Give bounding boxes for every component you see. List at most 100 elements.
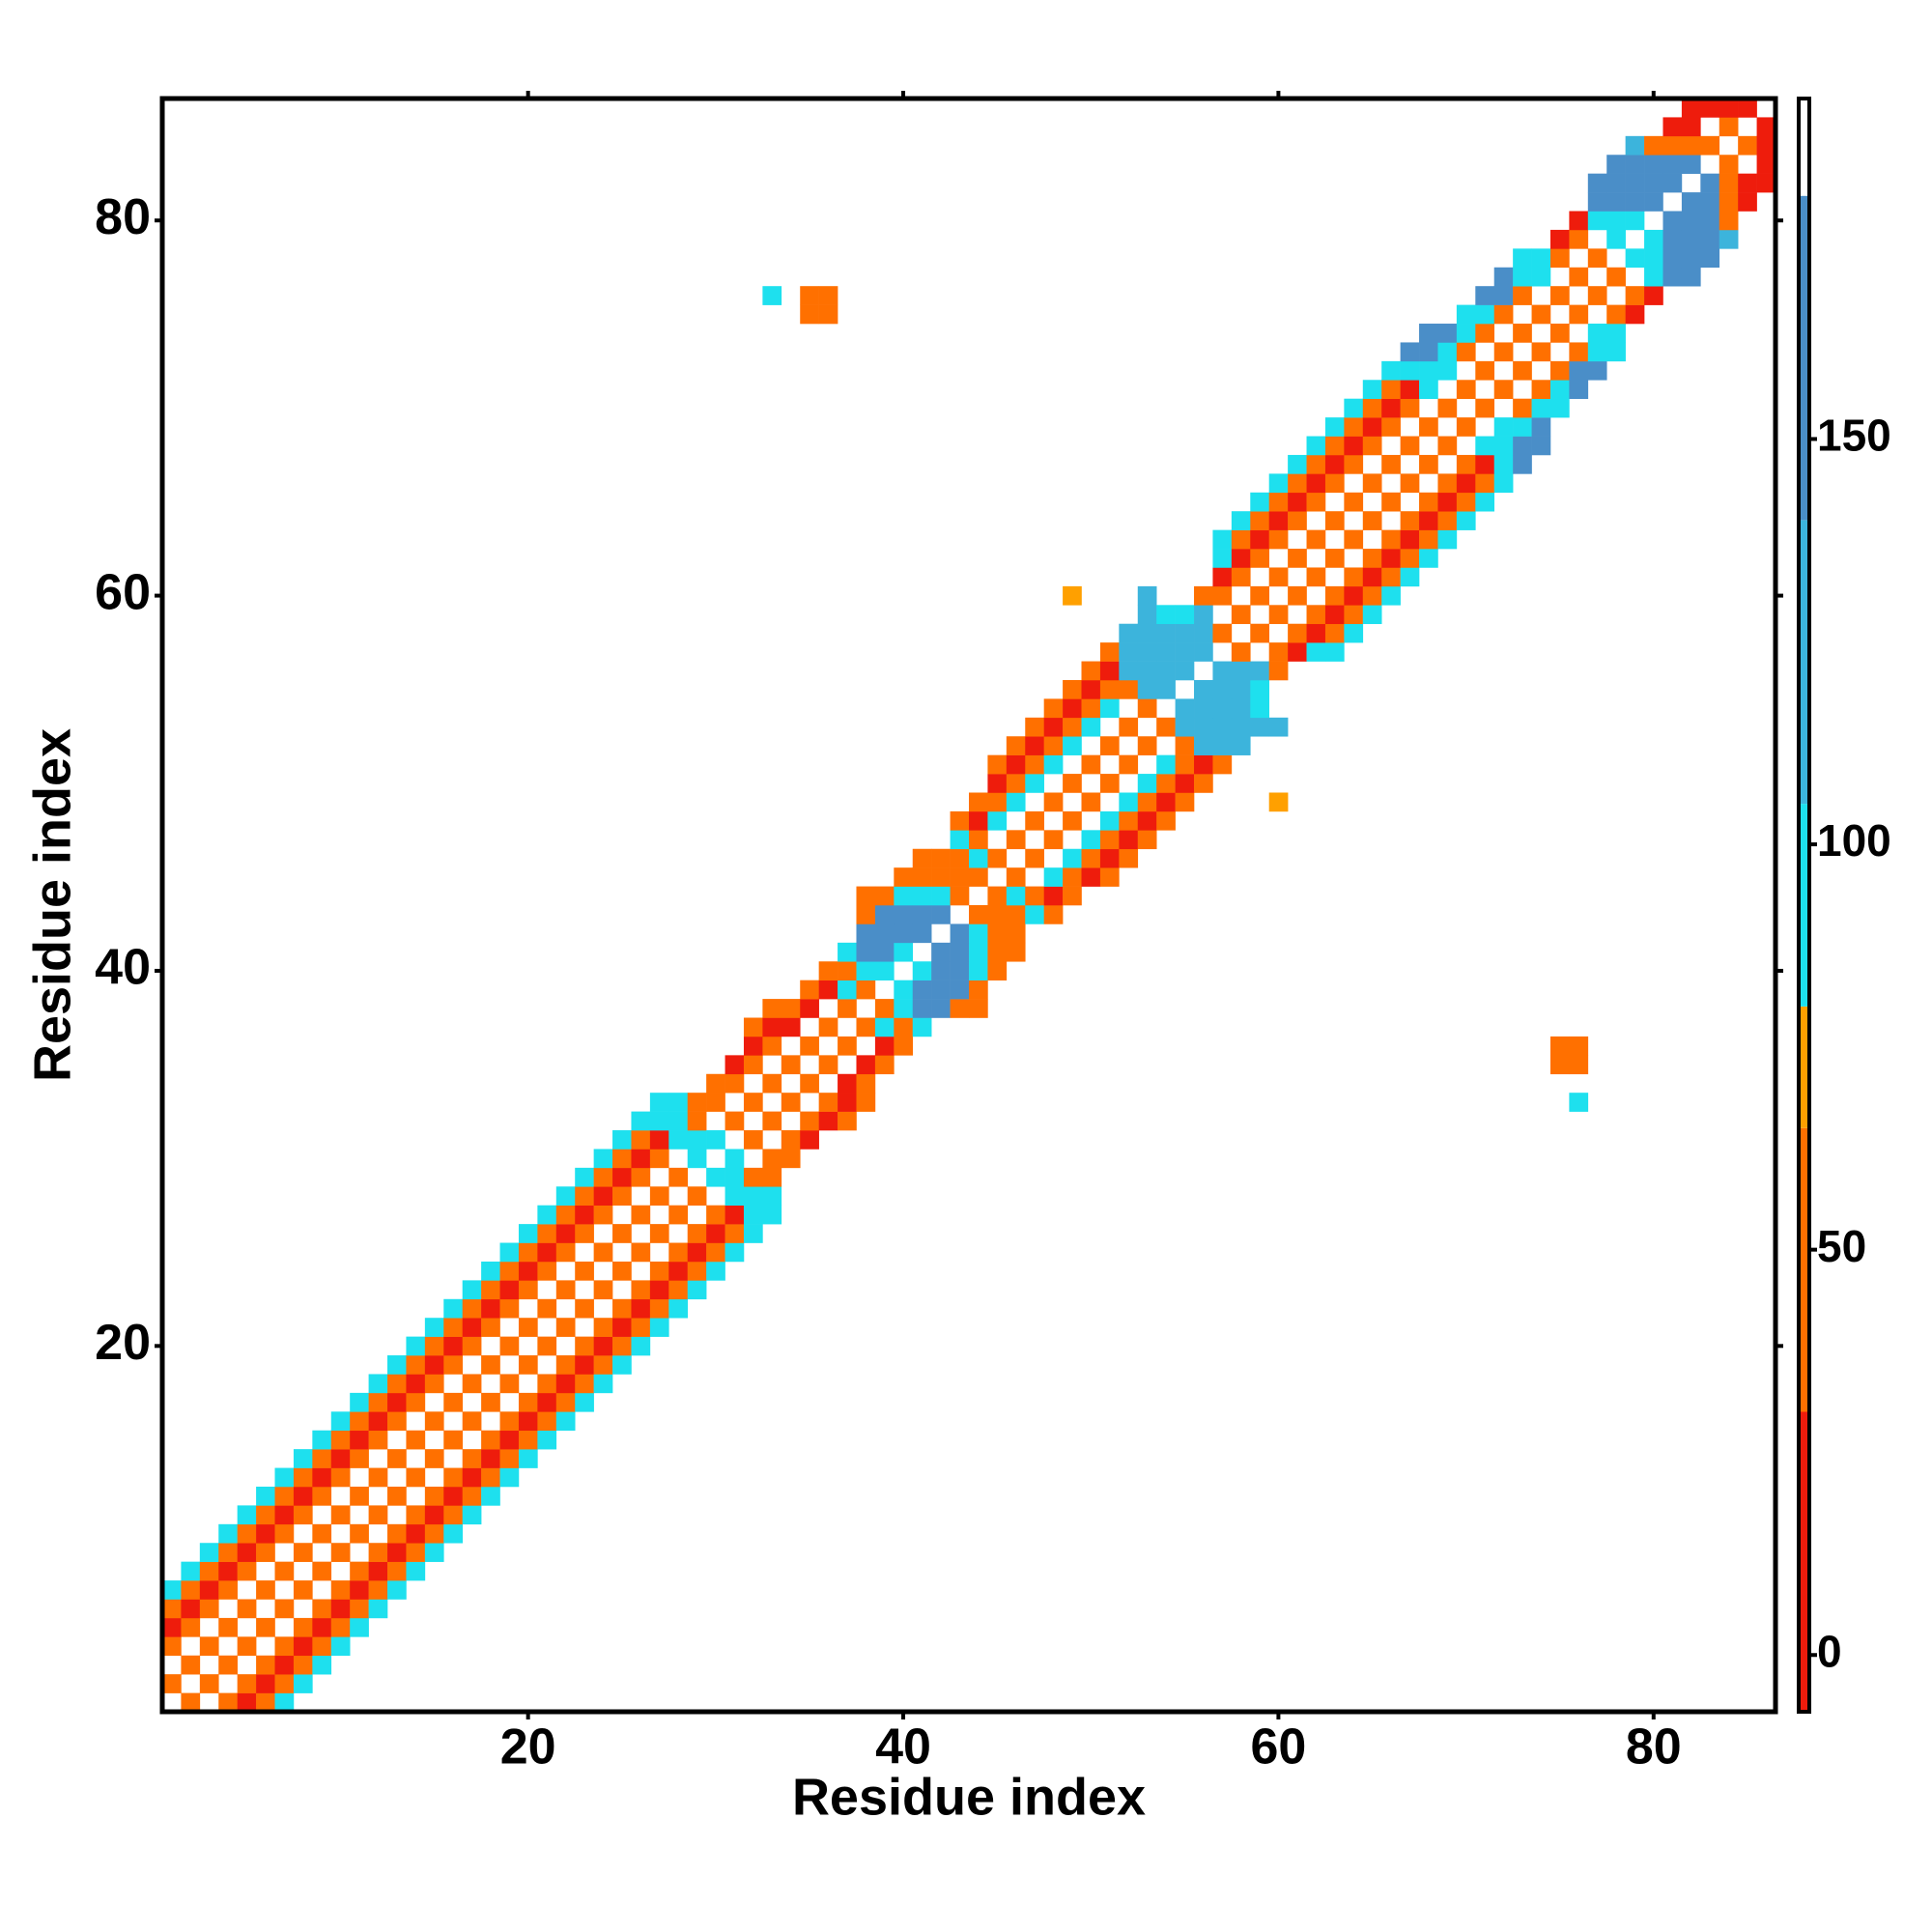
heatmap-cell [1606,192,1626,212]
heatmap-cell [181,1692,201,1713]
heatmap-cell [1475,286,1495,305]
heatmap-cell [1606,342,1626,362]
heatmap-cell [481,1467,500,1488]
heatmap-cell [931,905,951,924]
heatmap-cell [1231,567,1251,587]
heatmap-cell [1606,304,1626,325]
heatmap-cell [1156,810,1176,831]
heatmap-cell [931,886,951,906]
heatmap-cell [912,848,932,868]
heatmap-cell [724,1186,745,1206]
heatmap-cell [1006,736,1026,755]
heatmap-cell [237,1674,257,1693]
heatmap-cell [1625,286,1645,305]
heatmap-cell [1475,473,1495,494]
heatmap-cell [1288,642,1307,662]
heatmap-cell [330,1467,351,1488]
heatmap-cell [724,1242,745,1263]
heatmap-cell [874,1017,895,1037]
heatmap-cell [1099,830,1120,850]
heatmap-cell [1381,567,1401,587]
heatmap-cell [1456,492,1476,512]
heatmap-cell [912,886,932,906]
heatmap-cell [912,867,932,887]
plot-frame [159,96,1778,1715]
heatmap-cell [1137,605,1157,625]
heatmap-cell [481,1261,500,1281]
heatmap-cell [612,1149,632,1169]
heatmap-cell [1099,867,1120,887]
x-tick-label: 20 [500,1719,556,1776]
heatmap-cell [1175,623,1195,643]
heatmap-cell [668,1298,689,1319]
heatmap-cell [1437,529,1458,550]
colorbar-frame [1797,97,1811,1714]
colorbar-tick-label: 0 [1817,1626,1842,1676]
heatmap-cell [443,1355,463,1375]
heatmap-cell [1137,661,1157,681]
heatmap-cell [1381,585,1401,606]
heatmap-cell [1569,267,1589,287]
heatmap-cell [1381,492,1401,512]
heatmap-cell [1362,436,1382,456]
heatmap-cell [499,1298,520,1319]
heatmap-cell [1099,642,1120,662]
heatmap-cell [218,1561,238,1581]
heatmap-cell [1625,135,1645,156]
heatmap-cell [874,942,895,962]
colorbar-segment [1799,195,1809,521]
heatmap-cell [1081,754,1101,775]
heatmap-cell [1419,492,1438,512]
heatmap-cell [518,1411,538,1432]
heatmap-cell [1212,698,1233,719]
heatmap-cell [481,1486,500,1506]
heatmap-cell [1644,248,1663,269]
heatmap-cell [181,1561,201,1581]
heatmap-cell [1006,830,1026,850]
heatmap-cell [350,1617,369,1637]
heatmap-cell [1719,173,1739,193]
colorbar-segment [1799,804,1809,1007]
heatmap-cell [199,1674,219,1693]
heatmap-cell [1381,398,1401,418]
heatmap-cell [1043,905,1064,924]
heatmap-cell [969,867,988,887]
heatmap-cell [1306,529,1326,550]
heatmap-cell [649,1298,669,1319]
heatmap-cell [237,1505,257,1525]
heatmap-cell [1587,342,1607,362]
heatmap-cell [1681,135,1701,156]
heatmap-cell [1362,567,1382,587]
heatmap-cell [1006,754,1026,775]
heatmap-cell [1475,436,1495,456]
heatmap-cell [631,1318,651,1337]
heatmap-cell [724,1073,745,1094]
heatmap-cell [856,1055,876,1075]
heatmap-cell [724,1111,745,1131]
heatmap-cell [856,942,876,962]
heatmap-cell [1212,623,1233,643]
heatmap-cell [1324,473,1345,494]
heatmap-cell [950,942,970,962]
heatmap-cell [1212,717,1233,737]
heatmap-cell [1119,810,1139,831]
y-tick-label: 60 [95,564,151,620]
heatmap-cell [838,999,857,1018]
heatmap-cell [987,792,1008,812]
heatmap-cell [387,1580,407,1600]
heatmap-cell [1700,248,1720,269]
heatmap-cell [1625,173,1645,193]
heatmap-cell [950,980,970,1000]
heatmap-cell [1231,549,1251,568]
heatmap-cell [256,1674,275,1693]
heatmap-cell [1268,473,1289,494]
heatmap-cell [330,1617,351,1637]
heatmap-cell [838,1093,857,1112]
heatmap-cell [575,1261,594,1281]
heatmap-cell [1099,848,1120,868]
heatmap-cell [1268,717,1289,737]
heatmap-cell [1306,567,1326,587]
heatmap-cell [969,961,988,980]
heatmap-cell [1081,661,1101,681]
heatmap-cell [1569,360,1589,381]
